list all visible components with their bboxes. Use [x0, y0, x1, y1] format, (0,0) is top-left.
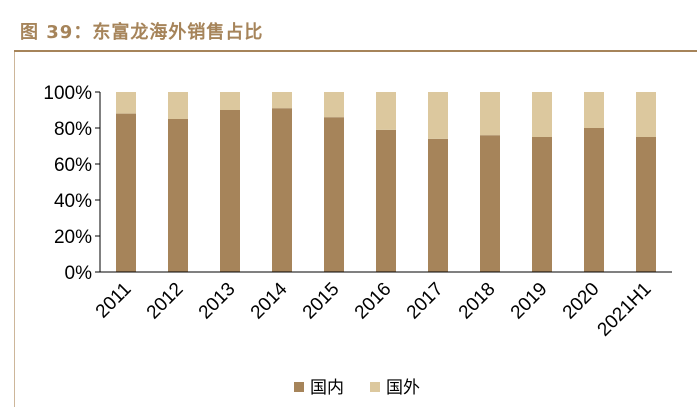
bar-overseas-2016	[376, 92, 396, 130]
legend-swatch-overseas	[370, 382, 380, 392]
legend: 国内 国外	[294, 378, 420, 398]
bar-overseas-2018	[480, 92, 500, 136]
title-divider	[14, 50, 697, 52]
bar-overseas-2019	[532, 92, 552, 137]
x-tick-label: 2016	[351, 279, 396, 324]
bar-overseas-2012	[168, 92, 188, 119]
bar-overseas-2013	[220, 92, 240, 110]
bar-overseas-2014	[272, 92, 292, 109]
bar-overseas-2021H1	[636, 92, 656, 137]
x-tick-label: 2017	[403, 279, 448, 324]
bar-domestic-2017	[428, 138, 448, 272]
bar-overseas-2020	[584, 92, 604, 128]
y-tick-label: 20%	[54, 227, 92, 248]
x-tick-label: 2014	[247, 278, 292, 323]
bar-domestic-2012	[168, 119, 188, 272]
chart-title: 图 39：东富龙海外销售占比	[20, 22, 264, 43]
bar-domestic-2013	[220, 110, 240, 272]
bar-domestic-2011	[116, 113, 136, 272]
x-tick-label: 2019	[507, 279, 552, 324]
x-tick-label: 2013	[195, 279, 240, 324]
bar-domestic-2020	[584, 128, 604, 272]
x-tick-label: 2011	[92, 279, 136, 323]
chart-frame	[14, 52, 697, 407]
bar-domestic-2019	[532, 137, 552, 272]
x-axis: 2011 2012 2013 2014 2015 2016 2017 2018 2019 2020…	[92, 271, 672, 341]
bar-overseas-2015	[324, 92, 344, 118]
y-axis: 0% 20% 40% 60% 80% 100%	[43, 83, 101, 284]
legend-swatch-domestic	[294, 382, 304, 392]
x-tick-label: 2021H1	[594, 279, 656, 341]
legend-label-overseas: 国外	[386, 378, 420, 398]
y-tick-label: 40%	[54, 191, 92, 212]
bar-overseas-2011	[116, 92, 136, 114]
bar-domestic-2016	[376, 129, 396, 272]
bars	[116, 92, 656, 272]
y-tick-label: 60%	[54, 155, 92, 176]
y-tick-label: 0%	[65, 263, 93, 284]
x-tick-label: 2015	[299, 279, 344, 324]
bar-domestic-2015	[324, 117, 344, 272]
x-tick-label: 2020	[559, 279, 604, 324]
legend-label-domestic: 国内	[310, 378, 344, 398]
bar-domestic-2021H1	[636, 137, 656, 272]
bar-domestic-2018	[480, 135, 500, 272]
y-tick-label: 80%	[54, 119, 92, 140]
x-tick-label: 2012	[143, 279, 188, 324]
bar-overseas-2017	[428, 92, 448, 139]
bar-domestic-2014	[272, 108, 292, 272]
y-tick-label: 100%	[43, 83, 92, 104]
x-tick-label: 2018	[455, 279, 500, 324]
